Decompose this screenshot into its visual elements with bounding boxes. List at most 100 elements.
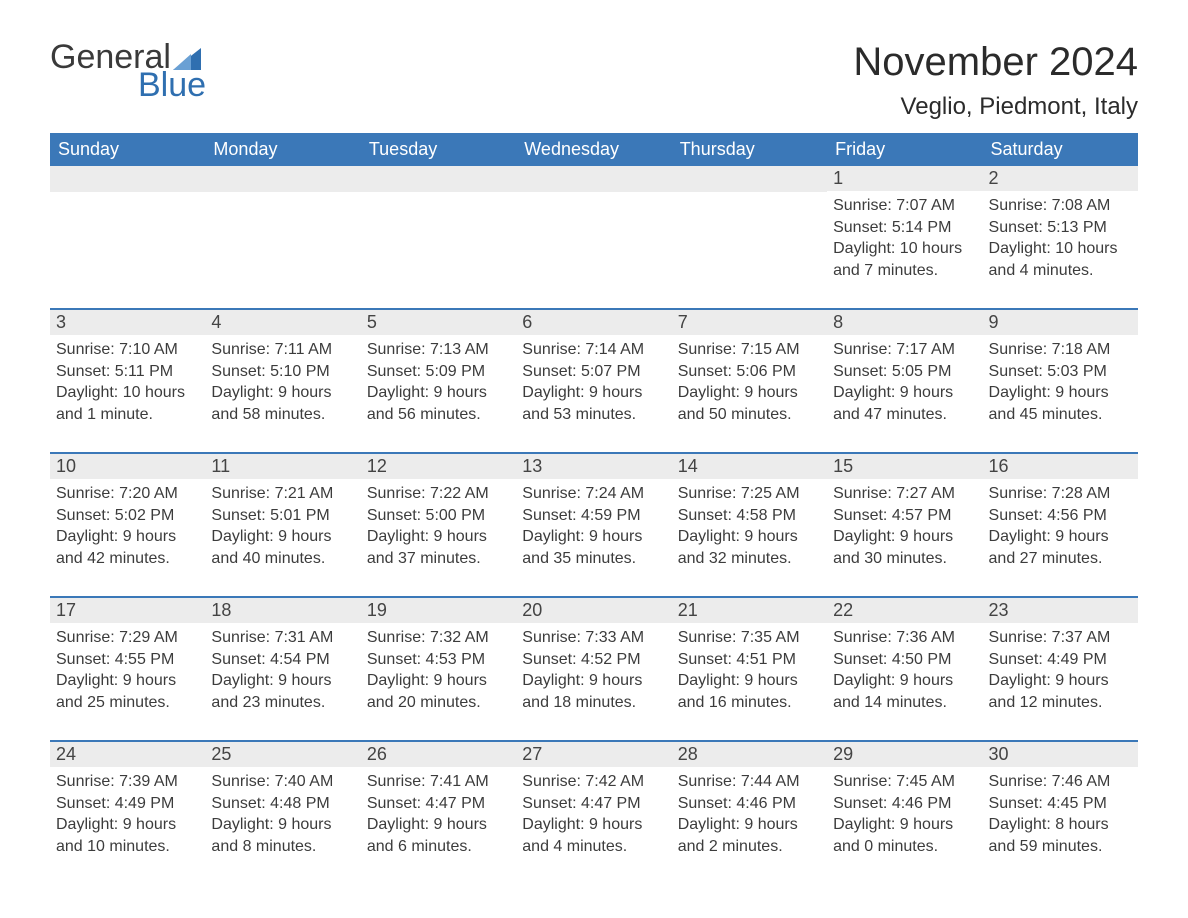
weekday-label: Friday (827, 133, 982, 166)
day-number (361, 166, 516, 192)
day-body: Sunrise: 7:17 AMSunset: 5:05 PMDaylight:… (827, 335, 982, 425)
calendar-cell: 26Sunrise: 7:41 AMSunset: 4:47 PMDayligh… (361, 742, 516, 862)
sunset-text: Sunset: 5:00 PM (367, 505, 510, 527)
calendar-cell: 7Sunrise: 7:15 AMSunset: 5:06 PMDaylight… (672, 310, 827, 430)
day-body: Sunrise: 7:10 AMSunset: 5:11 PMDaylight:… (50, 335, 205, 425)
day-body: Sunrise: 7:37 AMSunset: 4:49 PMDaylight:… (983, 623, 1138, 713)
day-number: 7 (672, 310, 827, 335)
sunrise-text: Sunrise: 7:24 AM (522, 483, 665, 505)
daylight-text: Daylight: 9 hours and 0 minutes. (833, 814, 976, 857)
calendar-cell: 18Sunrise: 7:31 AMSunset: 4:54 PMDayligh… (205, 598, 360, 718)
day-body: Sunrise: 7:44 AMSunset: 4:46 PMDaylight:… (672, 767, 827, 857)
sunrise-text: Sunrise: 7:27 AM (833, 483, 976, 505)
day-body: Sunrise: 7:33 AMSunset: 4:52 PMDaylight:… (516, 623, 671, 713)
day-number: 22 (827, 598, 982, 623)
sunrise-text: Sunrise: 7:29 AM (56, 627, 199, 649)
day-number: 4 (205, 310, 360, 335)
daylight-text: Daylight: 9 hours and 25 minutes. (56, 670, 199, 713)
day-number: 16 (983, 454, 1138, 479)
sunset-text: Sunset: 5:05 PM (833, 361, 976, 383)
sunrise-text: Sunrise: 7:32 AM (367, 627, 510, 649)
daylight-text: Daylight: 9 hours and 32 minutes. (678, 526, 821, 569)
sunrise-text: Sunrise: 7:15 AM (678, 339, 821, 361)
day-body: Sunrise: 7:13 AMSunset: 5:09 PMDaylight:… (361, 335, 516, 425)
sunset-text: Sunset: 4:58 PM (678, 505, 821, 527)
sunset-text: Sunset: 4:47 PM (522, 793, 665, 815)
day-number: 14 (672, 454, 827, 479)
calendar-cell: 3Sunrise: 7:10 AMSunset: 5:11 PMDaylight… (50, 310, 205, 430)
calendar-cell: 17Sunrise: 7:29 AMSunset: 4:55 PMDayligh… (50, 598, 205, 718)
calendar-week: 10Sunrise: 7:20 AMSunset: 5:02 PMDayligh… (50, 452, 1138, 574)
daylight-text: Daylight: 9 hours and 37 minutes. (367, 526, 510, 569)
day-body: Sunrise: 7:22 AMSunset: 5:00 PMDaylight:… (361, 479, 516, 569)
sunset-text: Sunset: 4:50 PM (833, 649, 976, 671)
day-body: Sunrise: 7:45 AMSunset: 4:46 PMDaylight:… (827, 767, 982, 857)
sunset-text: Sunset: 5:02 PM (56, 505, 199, 527)
daylight-text: Daylight: 9 hours and 20 minutes. (367, 670, 510, 713)
daylight-text: Daylight: 10 hours and 7 minutes. (833, 238, 976, 281)
day-body: Sunrise: 7:07 AMSunset: 5:14 PMDaylight:… (827, 191, 982, 281)
day-body: Sunrise: 7:24 AMSunset: 4:59 PMDaylight:… (516, 479, 671, 569)
sunset-text: Sunset: 5:06 PM (678, 361, 821, 383)
day-number: 5 (361, 310, 516, 335)
weeks-container: 1Sunrise: 7:07 AMSunset: 5:14 PMDaylight… (50, 166, 1138, 862)
day-number: 17 (50, 598, 205, 623)
calendar-cell: 16Sunrise: 7:28 AMSunset: 4:56 PMDayligh… (983, 454, 1138, 574)
day-number: 24 (50, 742, 205, 767)
weekday-label: Thursday (672, 133, 827, 166)
calendar-cell: 19Sunrise: 7:32 AMSunset: 4:53 PMDayligh… (361, 598, 516, 718)
sunrise-text: Sunrise: 7:22 AM (367, 483, 510, 505)
daylight-text: Daylight: 9 hours and 58 minutes. (211, 382, 354, 425)
sunrise-text: Sunrise: 7:11 AM (211, 339, 354, 361)
day-number: 30 (983, 742, 1138, 767)
sunrise-text: Sunrise: 7:21 AM (211, 483, 354, 505)
day-number (205, 166, 360, 192)
calendar-cell: 2Sunrise: 7:08 AMSunset: 5:13 PMDaylight… (983, 166, 1138, 286)
sunrise-text: Sunrise: 7:18 AM (989, 339, 1132, 361)
calendar-cell: 8Sunrise: 7:17 AMSunset: 5:05 PMDaylight… (827, 310, 982, 430)
calendar-cell (361, 166, 516, 286)
day-number: 8 (827, 310, 982, 335)
day-number (516, 166, 671, 192)
sunrise-text: Sunrise: 7:31 AM (211, 627, 354, 649)
sunset-text: Sunset: 4:45 PM (989, 793, 1132, 815)
daylight-text: Daylight: 10 hours and 4 minutes. (989, 238, 1132, 281)
calendar-cell: 13Sunrise: 7:24 AMSunset: 4:59 PMDayligh… (516, 454, 671, 574)
weekday-label: Wednesday (516, 133, 671, 166)
day-body: Sunrise: 7:18 AMSunset: 5:03 PMDaylight:… (983, 335, 1138, 425)
daylight-text: Daylight: 9 hours and 12 minutes. (989, 670, 1132, 713)
sunset-text: Sunset: 5:11 PM (56, 361, 199, 383)
day-number: 28 (672, 742, 827, 767)
day-number: 9 (983, 310, 1138, 335)
sunset-text: Sunset: 4:52 PM (522, 649, 665, 671)
daylight-text: Daylight: 9 hours and 42 minutes. (56, 526, 199, 569)
day-body: Sunrise: 7:46 AMSunset: 4:45 PMDaylight:… (983, 767, 1138, 857)
daylight-text: Daylight: 9 hours and 27 minutes. (989, 526, 1132, 569)
sunrise-text: Sunrise: 7:42 AM (522, 771, 665, 793)
sunrise-text: Sunrise: 7:07 AM (833, 195, 976, 217)
daylight-text: Daylight: 9 hours and 16 minutes. (678, 670, 821, 713)
sunrise-text: Sunrise: 7:44 AM (678, 771, 821, 793)
weekday-label: Saturday (983, 133, 1138, 166)
calendar: Sunday Monday Tuesday Wednesday Thursday… (50, 133, 1138, 862)
header: General Blue November 2024 Veglio, Piedm… (50, 40, 1138, 121)
sunrise-text: Sunrise: 7:46 AM (989, 771, 1132, 793)
daylight-text: Daylight: 9 hours and 18 minutes. (522, 670, 665, 713)
day-body: Sunrise: 7:21 AMSunset: 5:01 PMDaylight:… (205, 479, 360, 569)
daylight-text: Daylight: 9 hours and 53 minutes. (522, 382, 665, 425)
calendar-cell (672, 166, 827, 286)
sunrise-text: Sunrise: 7:40 AM (211, 771, 354, 793)
day-number: 26 (361, 742, 516, 767)
day-number: 3 (50, 310, 205, 335)
day-number: 23 (983, 598, 1138, 623)
day-body: Sunrise: 7:29 AMSunset: 4:55 PMDaylight:… (50, 623, 205, 713)
daylight-text: Daylight: 9 hours and 47 minutes. (833, 382, 976, 425)
day-number (672, 166, 827, 192)
sunset-text: Sunset: 4:47 PM (367, 793, 510, 815)
day-number: 20 (516, 598, 671, 623)
day-number: 10 (50, 454, 205, 479)
day-body: Sunrise: 7:08 AMSunset: 5:13 PMDaylight:… (983, 191, 1138, 281)
sunset-text: Sunset: 4:46 PM (833, 793, 976, 815)
calendar-cell: 21Sunrise: 7:35 AMSunset: 4:51 PMDayligh… (672, 598, 827, 718)
sunrise-text: Sunrise: 7:36 AM (833, 627, 976, 649)
